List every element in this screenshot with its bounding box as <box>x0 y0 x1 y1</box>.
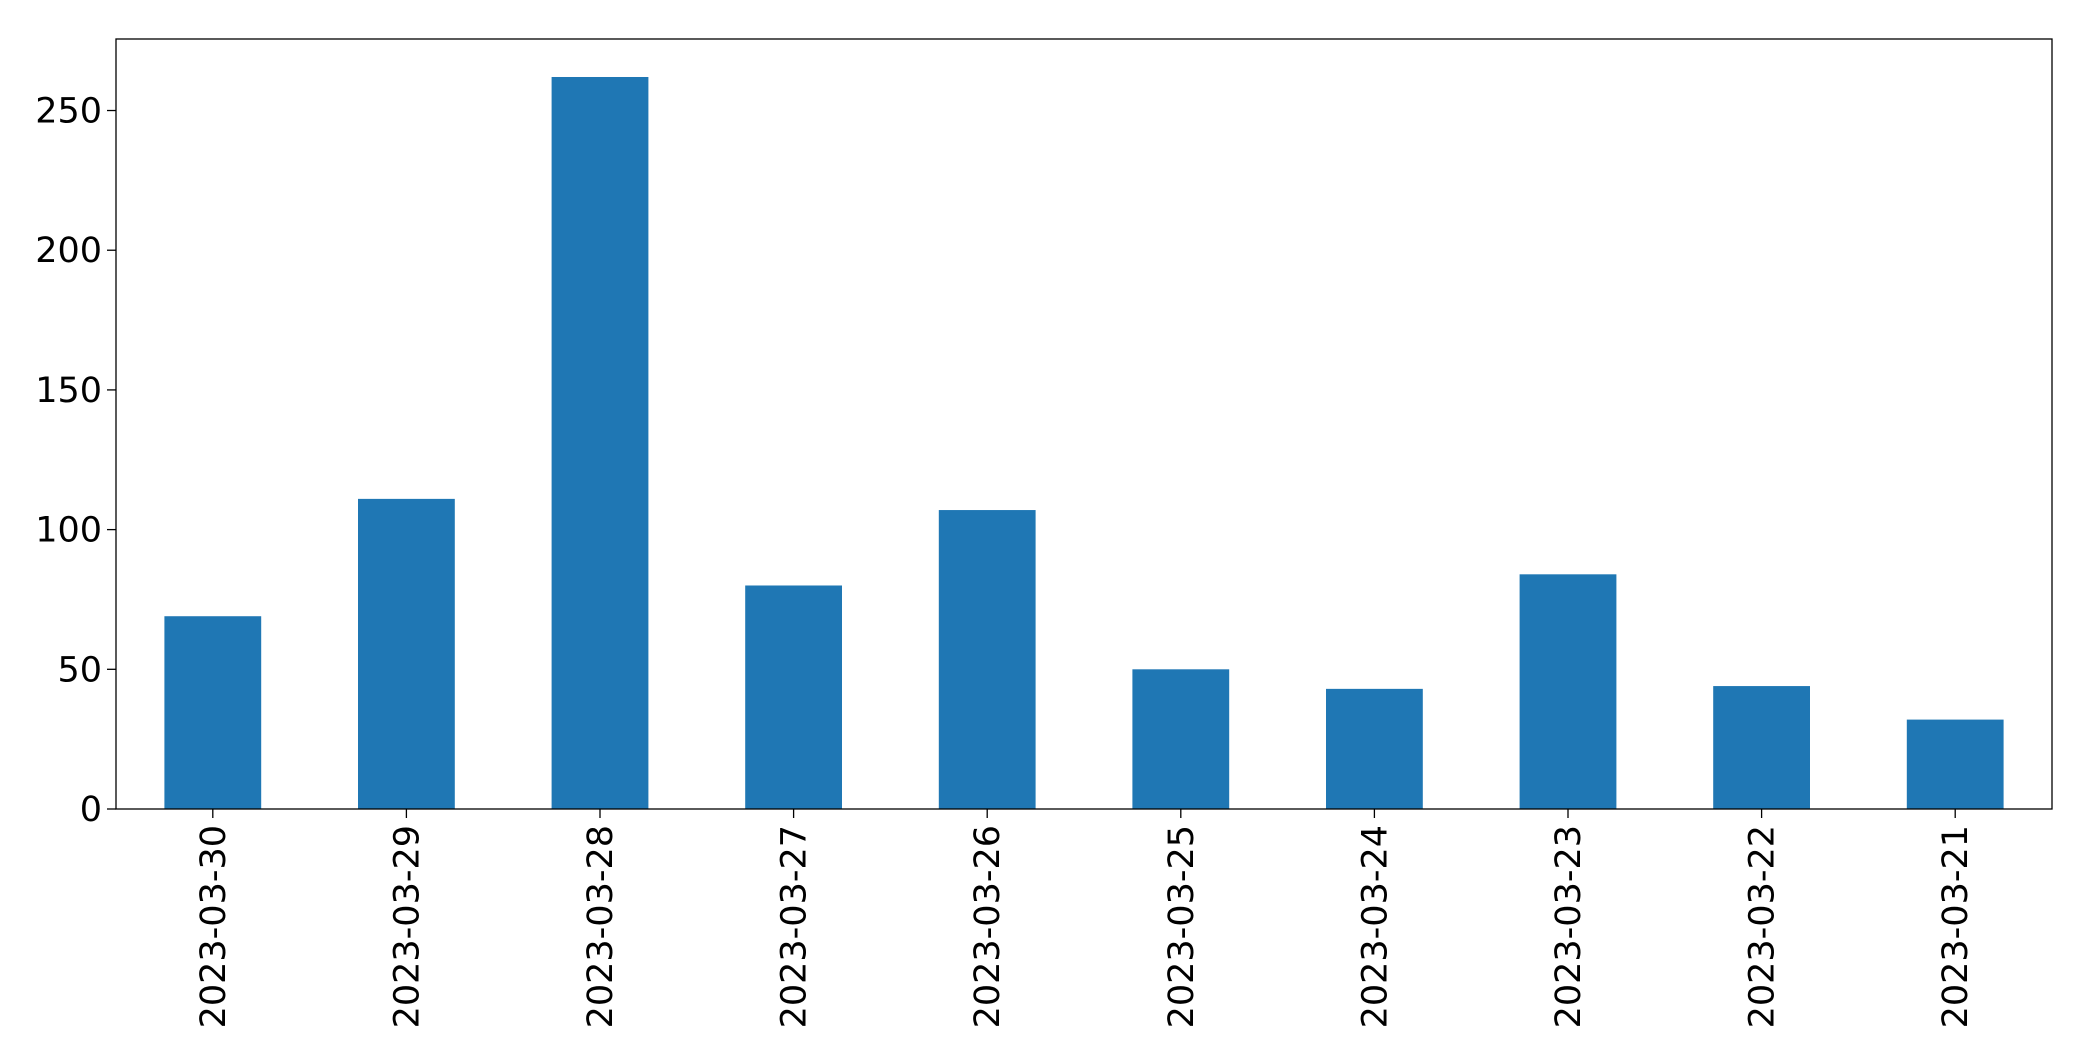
y-tick-label: 0 <box>80 790 102 830</box>
y-tick-label: 50 <box>57 650 102 690</box>
x-tick-label: 2023-03-28 <box>581 825 621 1028</box>
x-tick-label: 2023-03-27 <box>775 825 815 1028</box>
y-tick-label: 100 <box>35 511 102 551</box>
x-tick-label: 2023-03-25 <box>1162 825 1202 1028</box>
y-tick-label: 150 <box>35 371 102 411</box>
x-tick-label: 2023-03-23 <box>1549 825 1589 1028</box>
x-tick-label: 2023-03-30 <box>194 825 234 1028</box>
bar <box>551 76 649 810</box>
x-tick-label: 2023-03-26 <box>968 825 1008 1028</box>
bar <box>1132 669 1230 809</box>
plot-frame <box>115 38 2053 810</box>
y-tick-label: 250 <box>35 92 102 132</box>
y-tick-label: 200 <box>35 231 102 271</box>
bar <box>1519 574 1617 809</box>
x-tick-label: 2023-03-29 <box>387 825 427 1028</box>
bar <box>1713 686 1810 809</box>
bar <box>164 616 262 809</box>
x-tick-label: 2023-03-22 <box>1743 825 1783 1028</box>
bar <box>358 498 455 809</box>
bar <box>1326 688 1423 809</box>
x-tick-label: 2023-03-24 <box>1355 825 1395 1028</box>
x-tick-label: 2023-03-21 <box>1936 825 1976 1028</box>
bar <box>938 510 1036 809</box>
bar <box>745 585 842 809</box>
bar <box>1906 719 2004 809</box>
